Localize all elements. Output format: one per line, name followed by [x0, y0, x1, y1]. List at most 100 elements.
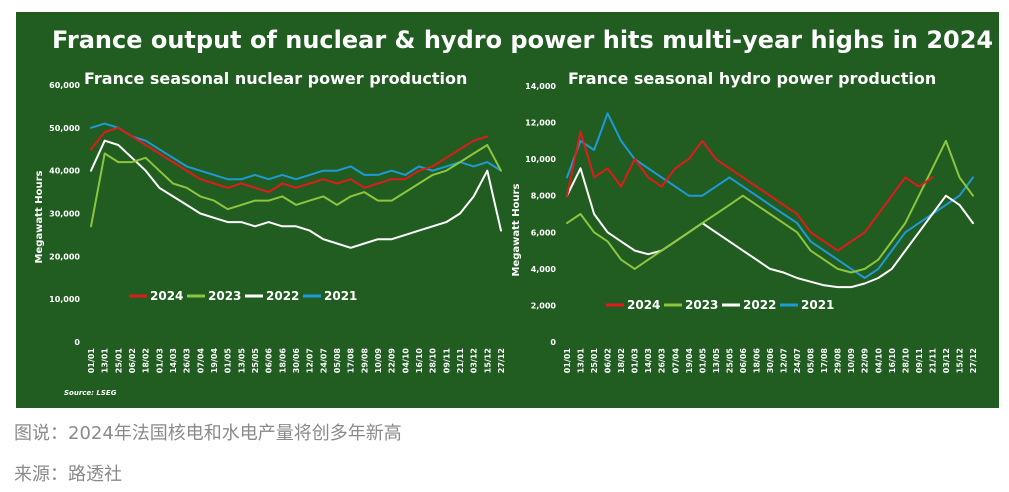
- hydro-x-tick-label: 01/01: [563, 348, 572, 374]
- nuclear-chart-title: France seasonal nuclear power production: [84, 69, 467, 88]
- chart-panel: France output of nuclear & hydro power h…: [16, 12, 999, 408]
- hydro-x-tick-label: 21/11: [928, 348, 937, 374]
- nuclear-x-tick-label: 28/10: [429, 348, 438, 374]
- hydro-x-tick-label: 06/06: [739, 348, 748, 374]
- hydro-y-tick-label: 14,000: [525, 82, 556, 91]
- nuclear-legend-label-2021: 2021: [324, 289, 357, 303]
- hydro-x-tick-label: 01/05: [698, 348, 707, 374]
- hydro-series-2023-line: [566, 139, 974, 274]
- hydro-legend-label-2024: 2024: [627, 298, 660, 312]
- nuclear-y-tick-label: 40,000: [49, 167, 80, 176]
- hydro-chart-title: France seasonal hydro power production: [568, 69, 936, 88]
- hydro-x-tick-label: 07/04: [671, 348, 680, 374]
- hydro-x-tick-label: 18/06: [752, 348, 761, 374]
- source-caption: 来源：路透社: [14, 464, 122, 485]
- nuclear-x-tick-label: 25/05: [251, 348, 260, 374]
- hydro-y-tick-label: 0: [550, 338, 556, 347]
- hydro-x-tick-label: 04/10: [874, 348, 883, 374]
- nuclear-y-tick-label: 0: [74, 338, 80, 347]
- nuclear-x-tick-label: 18/02: [142, 348, 151, 373]
- nuclear-x-tick-label: 26/03: [183, 348, 192, 373]
- hydro-y-tick-label: 2,000: [531, 301, 557, 310]
- nuclear-series-2024-line: [90, 126, 489, 194]
- nuclear-y-tick-label: 20,000: [49, 252, 80, 261]
- nuclear-x-tick-label: 29/08: [360, 348, 369, 374]
- hydro-legend-label-2023: 2023: [685, 298, 718, 312]
- nuclear-x-tick-label: 21/11: [456, 348, 465, 374]
- hydro-y-tick-label: 6,000: [531, 228, 557, 237]
- nuclear-x-tick-label: 13/01: [101, 348, 110, 374]
- chart-canvas: France output of nuclear & hydro power h…: [34, 26, 993, 397]
- nuclear-x-tick-label: 06/02: [128, 348, 137, 373]
- hydro-x-tick-label: 10/09: [847, 348, 856, 374]
- nuclear-y-tick-label: 60,000: [49, 81, 80, 90]
- hydro-x-tick-label: 15/12: [955, 348, 964, 373]
- hydro-x-tick-label: 30/06: [766, 348, 775, 374]
- nuclear-y-tick-label: 30,000: [49, 210, 80, 219]
- nuclear-legend-label-2023: 2023: [208, 289, 241, 303]
- nuclear-y-axis-label: Megawatt Hours: [34, 171, 45, 264]
- nuclear-series-2022-line: [90, 139, 502, 249]
- hydro-x-tick-label: 09/11: [915, 348, 924, 374]
- nuclear-x-tick-label: 16/10: [415, 348, 424, 374]
- hydro-x-tick-label: 03/12: [942, 348, 951, 373]
- hydro-x-tick-label: 13/05: [712, 348, 721, 374]
- hydro-x-tick-label: 12/07: [780, 348, 789, 373]
- nuclear-y-tick-label: 10,000: [49, 295, 80, 304]
- hydro-x-tick-label: 28/10: [901, 348, 910, 374]
- nuclear-x-tick-label: 05/08: [333, 348, 342, 374]
- nuclear-x-tick-label: 01/05: [224, 348, 233, 374]
- nuclear-series-2023-line: [90, 144, 502, 228]
- hydro-x-tick-label: 14/03: [644, 348, 653, 373]
- nuclear-x-tick-label: 07/04: [196, 348, 205, 374]
- nuclear-x-tick-label: 09/11: [442, 348, 451, 374]
- source-note: Source: LSEG: [64, 389, 117, 397]
- nuclear-x-tick-label: 18/06: [278, 348, 287, 374]
- hydro-y-tick-label: 10,000: [525, 155, 556, 164]
- nuclear-x-tick-label: 24/07: [319, 348, 328, 373]
- nuclear-y-tick-label: 50,000: [49, 124, 80, 133]
- hydro-y-axis-label: Megawatt Hours: [511, 184, 522, 277]
- nuclear-x-tick-label: 17/08: [347, 348, 356, 374]
- nuclear-x-tick-label: 14/03: [169, 348, 178, 373]
- figure-caption: 图说：2024年法国核电和水电产量将创多年新高: [14, 423, 402, 444]
- nuclear-legend-label-2024: 2024: [150, 289, 183, 303]
- nuclear-x-tick-label: 03/12: [470, 348, 479, 373]
- hydro-x-tick-label: 22/09: [861, 348, 870, 374]
- hydro-y-tick-label: 8,000: [531, 192, 557, 201]
- hydro-x-tick-label: 19/04: [685, 348, 694, 374]
- nuclear-legend-label-2022: 2022: [266, 289, 299, 303]
- nuclear-x-tick-label: 30/06: [292, 348, 301, 374]
- hydro-legend-label-2021: 2021: [801, 298, 834, 312]
- hydro-y-tick-label: 12,000: [525, 119, 556, 128]
- nuclear-x-tick-label: 13/05: [237, 348, 246, 374]
- hydro-series-2022-line: [566, 167, 974, 289]
- nuclear-chart: France seasonal nuclear power production…: [34, 69, 506, 373]
- nuclear-x-tick-label: 19/04: [210, 348, 219, 374]
- nuclear-x-tick-label: 01/01: [87, 348, 96, 374]
- nuclear-x-tick-label: 22/09: [388, 348, 397, 374]
- hydro-x-tick-label: 26/03: [658, 348, 667, 373]
- nuclear-x-tick-label: 25/01: [114, 348, 123, 374]
- nuclear-x-tick-label: 15/12: [483, 348, 492, 373]
- nuclear-series-2021-line: [90, 122, 502, 181]
- hydro-x-tick-label: 29/08: [834, 348, 843, 374]
- hydro-series-2024-line: [566, 130, 934, 252]
- hydro-x-tick-label: 25/05: [725, 348, 734, 374]
- hydro-chart: France seasonal hydro power production Me…: [511, 69, 978, 373]
- nuclear-x-tick-label: 01/03: [155, 348, 164, 373]
- nuclear-x-tick-label: 04/10: [401, 348, 410, 374]
- hydro-x-tick-label: 13/01: [577, 348, 586, 374]
- nuclear-x-tick-label: 10/09: [374, 348, 383, 374]
- nuclear-x-tick-label: 12/07: [306, 348, 315, 373]
- hydro-x-tick-label: 06/02: [604, 348, 613, 373]
- nuclear-x-tick-label: 06/06: [265, 348, 274, 374]
- hydro-y-tick-label: 4,000: [531, 265, 557, 274]
- hydro-x-tick-label: 05/08: [807, 348, 816, 374]
- hydro-x-tick-label: 17/08: [820, 348, 829, 374]
- hydro-x-tick-label: 18/02: [617, 348, 626, 373]
- nuclear-x-tick-label: 27/12: [497, 348, 506, 373]
- hydro-x-tick-label: 24/07: [793, 348, 802, 373]
- figure-title: France output of nuclear & hydro power h…: [52, 26, 993, 54]
- hydro-x-tick-label: 01/03: [631, 348, 640, 373]
